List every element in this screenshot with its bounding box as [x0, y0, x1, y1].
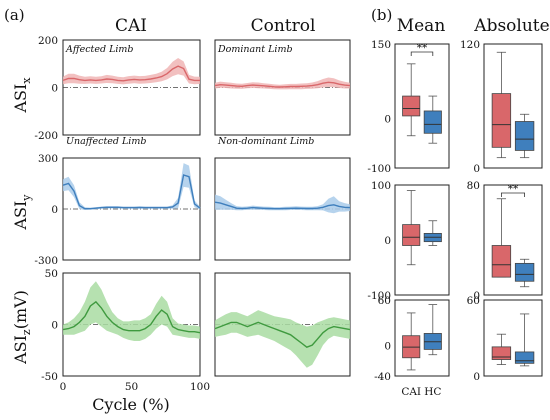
box-plot-frame	[483, 43, 543, 169]
sd-band-control	[215, 77, 350, 90]
xlabel-cycle: Cycle (%)	[92, 395, 170, 414]
mean-line-cai	[62, 174, 201, 210]
sd-band-cai	[63, 281, 200, 341]
mean-line-control	[214, 201, 351, 210]
ytick-label: -50	[41, 371, 58, 383]
box-plot-frame	[483, 299, 543, 377]
ylabel-asiz: ASIz(mV)	[11, 290, 33, 365]
ytick-label: -200	[34, 130, 58, 142]
significance-marker: **	[508, 183, 519, 195]
ytick-label: 0	[384, 341, 391, 353]
ytick-label: 0	[51, 204, 58, 216]
ytick-label: 100	[371, 180, 391, 192]
sd-band-control	[215, 310, 350, 368]
ytick-label: 0	[473, 371, 480, 383]
ytick-label: 150	[371, 39, 391, 51]
ytick-label: -100	[367, 163, 391, 175]
significance-marker: **	[417, 42, 428, 54]
box-cai	[491, 245, 512, 278]
ytick-label: 60	[378, 295, 391, 307]
box-hc	[514, 351, 535, 364]
annotation-nondominant-limb: Non-dominant Limb	[217, 136, 314, 147]
mean-line-cai	[62, 65, 200, 82]
mean-line-control	[214, 81, 351, 88]
sd-band-cai	[63, 163, 200, 210]
annotation-unaffected-limb: Unaffected Limb	[66, 136, 146, 147]
xtick-label: 100	[190, 381, 210, 393]
box-cai	[491, 93, 512, 148]
box-cai	[491, 346, 512, 360]
box-cai	[402, 95, 421, 117]
sd-band-control	[215, 194, 350, 214]
box-cai	[402, 224, 421, 246]
significance-bracket	[501, 192, 525, 197]
column-title-absolute: Absolute	[473, 16, 549, 36]
ytick-label: -40	[374, 371, 391, 383]
box-plot-frame	[394, 43, 450, 169]
panel-label-a: (a)	[4, 6, 25, 24]
box-hc	[423, 110, 442, 134]
ytick-label: 50	[45, 268, 58, 280]
box-plot-frame	[483, 184, 543, 296]
panel-label-b: (b)	[371, 6, 392, 24]
ytick-label: 120	[460, 39, 480, 51]
box-plot-frame	[394, 184, 450, 296]
ytick-label: 200	[38, 35, 58, 47]
xtick-label-cai: CAI	[401, 386, 421, 398]
ytick-label: 0	[384, 235, 391, 247]
ytick-label: 0	[473, 290, 480, 302]
ytick-label: 0	[51, 83, 58, 95]
ytick-label: -300	[34, 255, 58, 267]
column-title-control: Control	[251, 16, 316, 36]
xtick-label: 50	[125, 381, 138, 393]
annotation-dominant-limb: Dominant Limb	[217, 44, 293, 55]
mean-line-control	[214, 321, 351, 348]
significance-bracket	[410, 51, 434, 56]
mean-line-cai	[62, 300, 201, 334]
ylabel-asix: ASIx	[11, 77, 33, 114]
xtick-label: 0	[60, 381, 67, 393]
box-hc	[514, 262, 535, 282]
box-hc	[514, 121, 535, 151]
ytick-label: -100	[367, 290, 391, 302]
xtick-label-hc: HC	[424, 386, 441, 398]
ytick-label: 0	[51, 320, 58, 332]
box-plot-frame	[394, 299, 450, 377]
ytick-label: 0	[473, 163, 480, 175]
ylabel-asiy: ASIy	[11, 194, 33, 231]
sd-band-cai	[63, 58, 200, 85]
ytick-label: 300	[38, 153, 58, 165]
column-title-cai: CAI	[115, 16, 147, 36]
ytick-label: 0	[384, 113, 391, 125]
annotation-affected-limb: Affected Limb	[65, 44, 134, 55]
ytick-label: 60	[467, 295, 480, 307]
ytick-label: 80	[467, 180, 480, 192]
column-title-mean: Mean	[397, 16, 446, 36]
